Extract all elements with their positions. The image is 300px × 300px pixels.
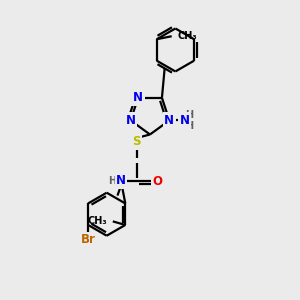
Text: N: N [164,114,174,127]
Text: N: N [116,174,126,187]
Text: CH₃: CH₃ [87,216,107,226]
Text: Br: Br [81,233,95,246]
Text: O: O [152,175,163,188]
Text: H: H [109,176,117,186]
Text: H: H [185,110,194,120]
Text: N: N [133,91,143,104]
Text: S: S [132,135,141,148]
Text: N: N [126,114,136,127]
Text: CH₃: CH₃ [177,31,197,41]
Text: N: N [180,114,190,127]
Text: H: H [185,121,194,131]
